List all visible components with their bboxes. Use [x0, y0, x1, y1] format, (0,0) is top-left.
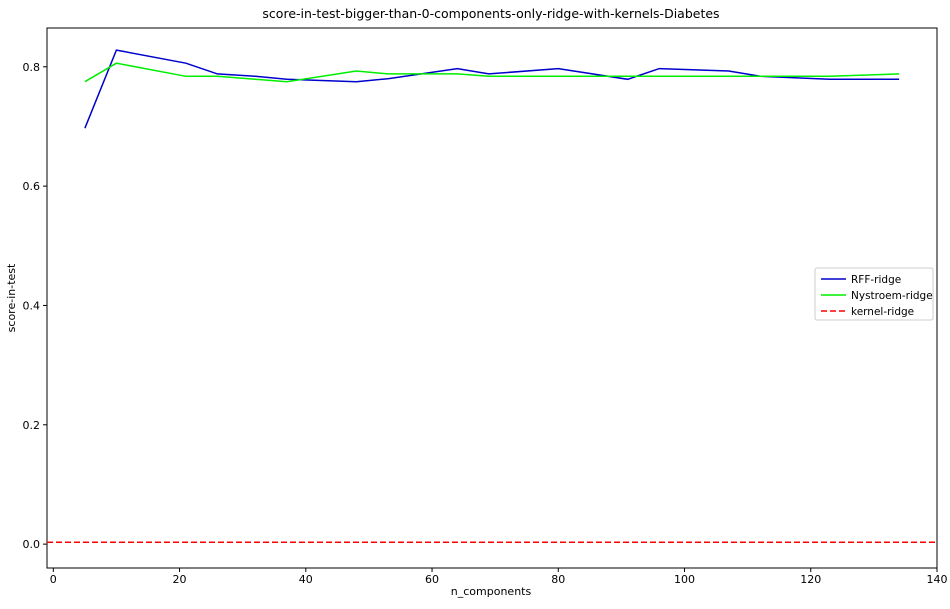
plot-area: [46, 27, 938, 569]
chart-title: score-in-test-bigger-than-0-components-o…: [262, 6, 719, 21]
y-tick-label: 0.0: [23, 538, 41, 551]
series-layer: [47, 49, 937, 544]
y-tick-label: 0.2: [23, 419, 41, 432]
legend-entry: Nystroem-ridge: [851, 290, 933, 302]
x-tick-label: 100: [674, 573, 695, 586]
axes-layer: 0 20 40 60 80 100 120 140 0.0 0.2 0.4 0.6 0.8: [23, 61, 948, 586]
x-tick-label: 20: [173, 573, 187, 586]
x-tick-label: 140: [927, 573, 948, 586]
legend-frame: [814, 267, 934, 321]
x-tick-label: 0: [50, 573, 57, 586]
x-tick-label: 80: [551, 573, 565, 586]
y-tick-label: 0.8: [23, 61, 41, 74]
legend-entry: RFF-ridge: [851, 274, 901, 286]
series-line-RFF-ridge: [84, 49, 900, 129]
x-tick-label: 60: [425, 573, 439, 586]
y-axis-label: score-in-test: [5, 263, 18, 332]
x-axis-label: n_components: [451, 585, 532, 598]
series-line-Nystroem-ridge: [84, 62, 900, 83]
legend-entry: kernel-ridge: [851, 306, 914, 318]
x-tick-label: 40: [299, 573, 313, 586]
x-tick-label: 120: [800, 573, 821, 586]
legend: RFF-ridge Nystroem-ridge kernel-ridge: [814, 267, 934, 321]
y-tick-label: 0.6: [23, 180, 41, 193]
y-tick-label: 0.4: [23, 299, 41, 312]
